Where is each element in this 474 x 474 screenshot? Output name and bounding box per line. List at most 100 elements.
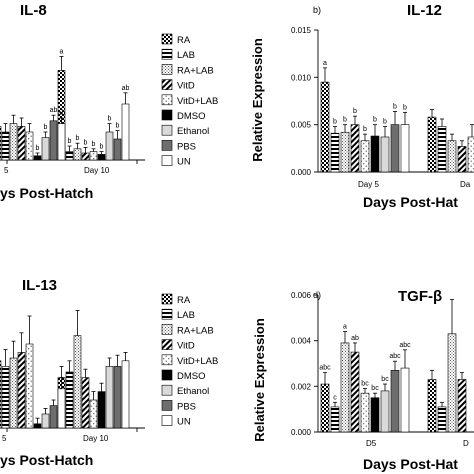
il8-bar: [81, 152, 90, 161]
il8-bar: [33, 155, 42, 161]
legend-label: VitD: [177, 341, 195, 352]
legend-swatch: [161, 384, 173, 396]
il8-bar: [97, 154, 106, 161]
il13-bar: [9, 357, 18, 429]
il12-bar: [390, 124, 400, 173]
il8-bar: [0, 126, 2, 161]
il8-significance-label: ab: [50, 107, 58, 114]
il8-significance-label: ab: [122, 85, 130, 92]
il12-bar: [320, 81, 330, 173]
tgfb-title: TGF-β: [398, 288, 442, 305]
il13-bar: [105, 366, 114, 429]
legend-label: DMSO: [177, 371, 206, 382]
il13-bar: [113, 366, 122, 429]
legend-label: UN: [177, 417, 191, 428]
tgfb-bar: [340, 342, 350, 433]
il8-bar: [113, 138, 122, 161]
tgfb-significance-label: abc: [399, 342, 411, 349]
tgfb-bar: [447, 333, 457, 433]
il12-significance-label: b: [373, 117, 377, 124]
il13-bar: [41, 413, 50, 429]
legend-label: UN: [177, 157, 191, 168]
il12-title: IL-12: [407, 2, 442, 19]
legend-swatch: [161, 94, 173, 106]
il12-significance-label: b: [333, 119, 337, 126]
tgfb-significance-label: bc: [381, 376, 389, 383]
legend-top: RA LAB RA+LAB VitD VitD+LAB DMSO Ethanol PBS UN: [161, 33, 218, 168]
legend-swatch: [161, 64, 173, 75]
il12-bar: [437, 126, 447, 173]
il12-y-tick: 0.015: [291, 26, 312, 35]
legend-label: RA+LAB: [177, 325, 214, 336]
legend-label: Ethanol: [177, 126, 209, 137]
legend-swatch: [161, 155, 173, 166]
tgfb-y-tick: 0.004: [291, 337, 312, 346]
legend-swatch: [161, 79, 173, 90]
legend-label: RA: [177, 295, 191, 306]
il8-significance-label: b: [84, 139, 88, 146]
il8-axes: [0, 159, 145, 164]
tgfb-significance-label: abc: [319, 365, 331, 372]
tgfb-x-title: Days Post-Hat: [363, 456, 458, 472]
legend-label: DMSO: [177, 111, 206, 122]
il8-significance-label: a: [60, 48, 64, 55]
il8-significance-label: b: [100, 144, 104, 151]
legend-swatch: [161, 369, 173, 381]
il13-bar: [81, 377, 90, 429]
il13-bar: [121, 360, 130, 429]
panel-il12: b) IL-12 Relative Expression 0.000 0.005…: [250, 2, 474, 210]
tgfb-significance-label: ab: [351, 335, 359, 342]
il13-bars: [0, 309, 130, 429]
il13-bar: [25, 343, 34, 429]
il8-category-2: Day 10: [84, 166, 110, 175]
legend-swatch: [161, 48, 173, 60]
tgfb-bar: [330, 406, 340, 433]
il8-significance-label: ab: [58, 110, 66, 117]
il13-bar: [89, 399, 98, 429]
tgfb-bar: [370, 397, 380, 433]
tgfb-bar: [380, 390, 390, 433]
tgfb-y-tick: 0.006: [291, 291, 312, 300]
legend-swatch: [161, 415, 173, 426]
tgfb-y-title: Relative Expression: [252, 318, 267, 442]
il13-bar: [73, 335, 82, 429]
il13-bar: [33, 423, 42, 429]
legend-label: PBS: [177, 401, 196, 412]
legend-label: RA+LAB: [177, 65, 214, 76]
legend-label: PBS: [177, 141, 196, 152]
il12-significance-label: b: [403, 104, 407, 111]
il8-bar: [105, 131, 114, 161]
il12-bar: [370, 135, 380, 173]
legend-swatch: [161, 33, 173, 45]
tgfb-category-1: D5: [366, 439, 377, 448]
legend-swatch: [161, 109, 173, 121]
legend-swatch: [161, 140, 173, 151]
legend-label: LAB: [177, 50, 195, 61]
panel-il8: IL-8 5 Day 10 ys Post-Hatch ab bb bb bbbabb…: [0, 2, 145, 201]
il12-bar: [457, 146, 467, 173]
il13-title: IL-13: [22, 277, 57, 294]
il13-bar: [65, 371, 74, 429]
legend-swatch: [161, 124, 173, 136]
tgfb-bar: [360, 392, 370, 433]
il8-title: IL-8: [20, 2, 47, 19]
panel-tgfb: d) TGF-β Relative Expression 0.000 0.002…: [252, 288, 474, 472]
il12-bar: [350, 124, 360, 173]
legend-label: Ethanol: [177, 386, 209, 397]
tgfb-bar: [437, 406, 447, 433]
legend-label: VitD: [177, 81, 195, 92]
il13-category-2: Day 10: [83, 434, 109, 443]
tgfb-bar: [400, 367, 410, 433]
legend-swatch: [161, 339, 173, 350]
tgfb-bar: [427, 379, 437, 433]
panel-il13: IL-13 5 Day 10 ys Post-Hatch: [0, 277, 145, 468]
legend-swatch: [161, 308, 173, 320]
il12-y-title: Relative Expression: [250, 38, 265, 162]
legend-label: LAB: [177, 310, 195, 321]
legend-swatch: [161, 293, 173, 305]
il8-significance-label: b: [108, 116, 112, 123]
il12-significance-label: b: [353, 108, 357, 115]
il13-bar: [0, 360, 2, 429]
